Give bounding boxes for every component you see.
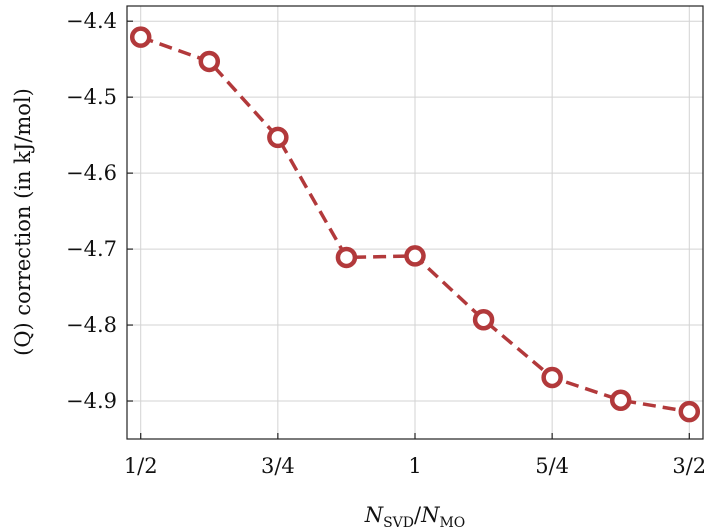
series-layer: [129, 26, 701, 423]
data-point: [404, 245, 426, 267]
data-point: [198, 50, 221, 73]
x-tick-label: 3/2: [672, 454, 704, 478]
x-tick-labels: 1/2 3/4 1 5/4 3/2: [124, 454, 704, 478]
x-tick-label: 1: [408, 454, 421, 478]
y-tick-label: −4.5: [66, 85, 117, 109]
x-tick-label: 1/2: [124, 454, 158, 478]
y-tick-label: −4.6: [66, 161, 117, 185]
x-axis-label: NSVD/NMO: [364, 503, 466, 531]
y-tick-label: −4.8: [66, 313, 117, 337]
y-tick-labels: −4.4 −4.5 −4.6 −4.7 −4.8 −4.9: [66, 9, 117, 413]
data-point: [267, 126, 289, 149]
data-point: [678, 400, 701, 423]
plot-frame: [126, 5, 704, 440]
data-point: [129, 26, 152, 48]
data-point: [609, 389, 632, 412]
data-point: [541, 366, 563, 389]
data-point: [472, 308, 495, 331]
y-tick-label: −4.7: [66, 237, 117, 261]
axis-ticks: [127, 20, 690, 439]
data-point: [335, 246, 358, 269]
y-axis-label: (Q) correction (in kJ/mol): [11, 88, 35, 356]
y-tick-label: −4.4: [66, 9, 117, 33]
x-tick-label: 5/4: [535, 454, 569, 478]
x-tick-label: 3/4: [261, 454, 295, 478]
y-tick-label: −4.9: [66, 389, 117, 413]
